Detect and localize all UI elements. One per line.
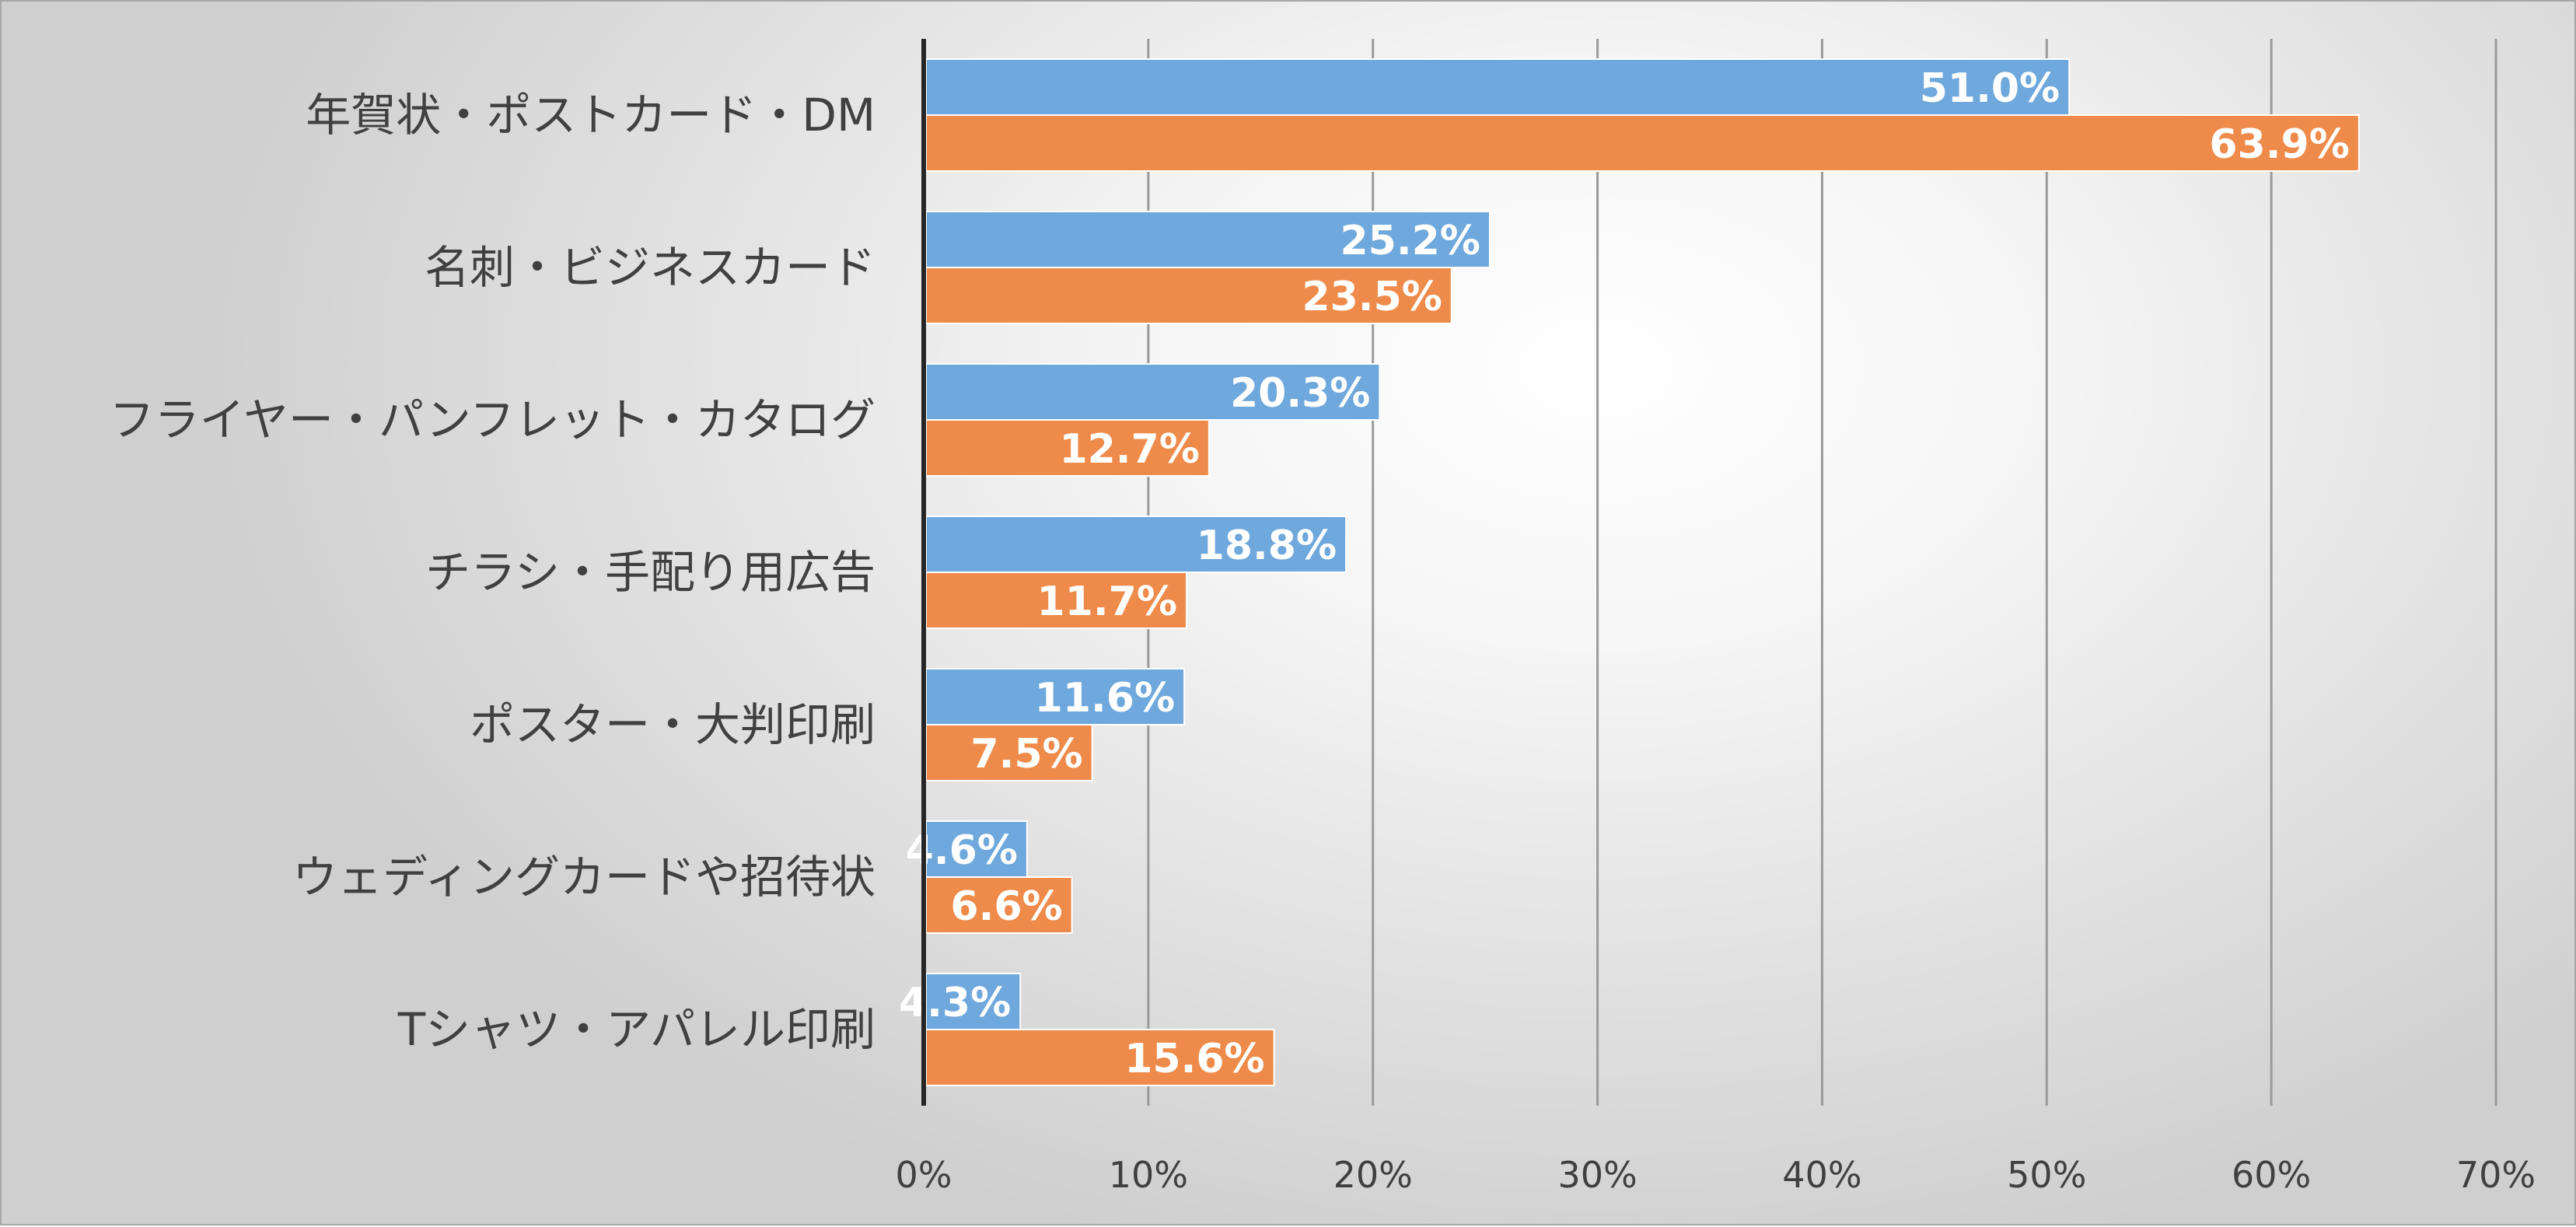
bars: [925, 58, 2360, 1086]
data-label: 12.7%: [1059, 426, 1199, 473]
bar-series-2: [925, 876, 1073, 934]
data-label: 11.7%: [1037, 579, 1177, 625]
x-tick-label: 70%: [2456, 1154, 2536, 1196]
bar-series-1: [925, 58, 2071, 116]
bar-series-1: [925, 668, 1186, 725]
data-label: 20.3%: [1230, 370, 1370, 417]
data-label: 51.0%: [1920, 65, 2060, 112]
category-label: Tシャツ・アパレル印刷: [397, 1003, 876, 1056]
bar-series-1: [925, 516, 1347, 573]
data-label: 18.8%: [1197, 523, 1337, 569]
x-tick-label: 10%: [1109, 1154, 1188, 1196]
category-label: チラシ・手配り用広告: [425, 546, 876, 599]
bar-series-2: [925, 724, 1093, 781]
data-label: 25.2%: [1340, 218, 1480, 264]
bar-series-2: [925, 1029, 1275, 1086]
data-label: 11.6%: [1035, 675, 1175, 722]
gridlines: [1147, 39, 2497, 1106]
category-label: ポスター・大判印刷: [470, 698, 876, 751]
x-tick-label: 40%: [1782, 1154, 1861, 1196]
data-labels: 51.0% 63.9% 25.2% 23.5% 20.3% 12.7% 18.8% 11.7%…: [899, 65, 2350, 1082]
x-tick-labels: 0% 10% 20% 30% 40% 50% 60% 70%: [896, 1154, 2536, 1196]
category-label: 年賀状・ポストカード・DM: [306, 89, 876, 142]
bar-series-2: [925, 114, 2360, 172]
category-labels: 年賀状・ポストカード・DM 名刺・ビジネスカードフライヤー・パンフレット・カタログ…: [110, 89, 876, 1056]
x-tick-label: 20%: [1333, 1154, 1413, 1196]
x-tick-label: 50%: [2007, 1154, 2086, 1196]
bar-series-1: [925, 973, 1022, 1030]
category-label: フライヤー・パンフレット・カタログ: [110, 393, 876, 446]
data-label: 23.5%: [1302, 274, 1442, 320]
x-tick-label: 0%: [896, 1154, 952, 1196]
x-tick-label: 60%: [2232, 1154, 2311, 1196]
category-label: ウェディングカードや招待状: [292, 851, 876, 904]
bar-series-2: [925, 572, 1187, 629]
data-label: 6.6%: [950, 883, 1062, 930]
category-label: 名刺・ビジネスカード: [425, 241, 876, 294]
data-label: 15.6%: [1124, 1036, 1264, 1082]
data-label: 63.9%: [2209, 121, 2349, 168]
x-tick-label: 30%: [1557, 1154, 1637, 1196]
bar-series-2: [925, 267, 1452, 324]
data-label: 7.5%: [970, 731, 1082, 778]
bar-series-1: [925, 363, 1381, 421]
data-label: 4.3%: [899, 980, 1011, 1026]
